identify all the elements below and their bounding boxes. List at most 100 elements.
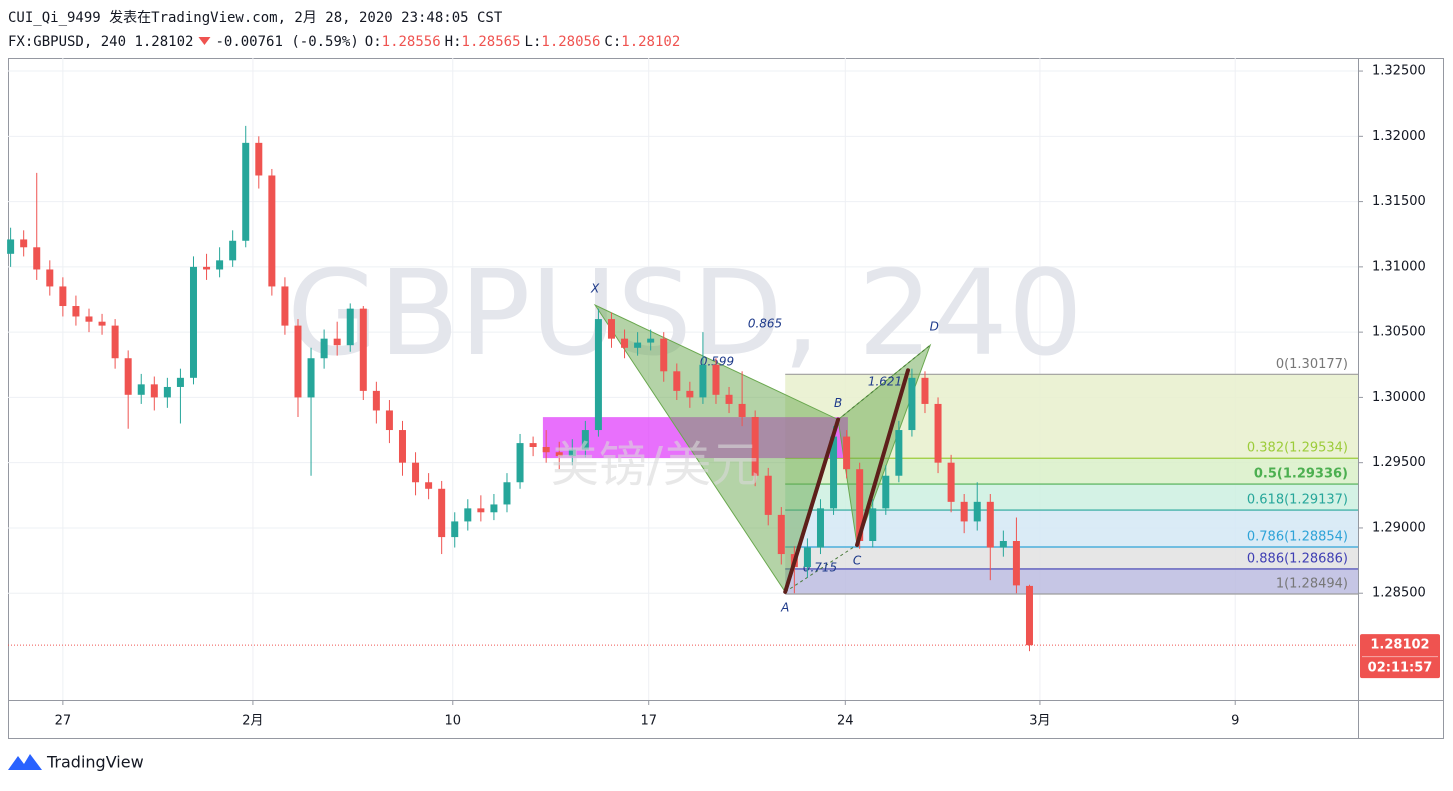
candle-body	[843, 436, 851, 470]
x-tick-label: 2月	[242, 714, 263, 729]
candle-body	[856, 469, 864, 542]
candle-body	[921, 377, 929, 404]
candle-body	[46, 269, 54, 287]
candle-body	[242, 142, 250, 241]
pattern-ratio: 0.715	[803, 561, 837, 575]
y-tick-label: 1.29500	[1372, 455, 1426, 470]
fib-band	[785, 510, 1358, 548]
ohlc-label: L:	[525, 34, 542, 50]
fib-label: 0.886(1.28686)	[1247, 551, 1348, 566]
last-price: 1.28102	[134, 34, 193, 50]
candle-body	[751, 416, 759, 476]
candle-body	[686, 390, 694, 398]
candle-body	[98, 321, 106, 326]
candle-body	[268, 175, 276, 287]
change-arrow	[198, 37, 211, 45]
candle-body	[216, 260, 224, 270]
fib-label: 0.382(1.29534)	[1247, 441, 1348, 456]
candle-body	[607, 319, 615, 339]
ohlc-label: O:	[365, 34, 382, 50]
change-pct: (-0.59%)	[291, 34, 358, 50]
trend-line	[783, 417, 841, 594]
candle-body	[281, 286, 289, 326]
brand: TradingView	[46, 753, 144, 772]
pattern-point-label: X	[590, 282, 600, 296]
candle-body	[673, 371, 681, 391]
candle-body	[1012, 541, 1020, 586]
ohlc-value: 1.28102	[621, 34, 680, 50]
pattern-ratio: 0.599	[700, 355, 734, 369]
candle-body	[908, 377, 916, 431]
candle-body	[947, 462, 955, 502]
candle-body	[111, 325, 119, 359]
candle-body	[163, 386, 171, 398]
y-tick-label: 1.28500	[1372, 586, 1426, 601]
candle-body	[712, 364, 720, 395]
candle-body	[124, 358, 132, 395]
candle-body	[621, 338, 629, 348]
candle-body	[59, 286, 67, 307]
fib-label: 0(1.30177)	[1276, 357, 1348, 372]
candle-body	[346, 308, 354, 346]
candle-body	[72, 306, 80, 317]
candle-body	[764, 475, 772, 515]
fib-band	[785, 568, 1358, 595]
last-price-label: 1.28102	[1370, 638, 1429, 653]
candle-body	[150, 384, 158, 398]
candle-body	[895, 430, 903, 476]
candle-body	[490, 504, 498, 513]
pattern-ratio: 0.865	[748, 317, 782, 331]
candle-body	[7, 239, 15, 254]
fib-label: 0.786(1.28854)	[1247, 530, 1348, 545]
candle-body	[398, 430, 406, 463]
fib-band	[785, 484, 1358, 511]
candle-body	[660, 338, 668, 372]
pattern-point-label: C	[853, 553, 862, 567]
y-tick-label: 1.30000	[1372, 390, 1426, 405]
candle-body	[137, 384, 145, 395]
candle-body	[581, 430, 589, 450]
x-tick-label: 9	[1231, 714, 1239, 729]
candle-body	[934, 403, 942, 463]
fib-band	[785, 547, 1358, 569]
countdown: 02:11:57	[1368, 661, 1433, 676]
symbol: FX:GBPUSD, 240	[8, 34, 126, 50]
candle-body	[725, 394, 733, 404]
y-tick-label: 1.32500	[1372, 64, 1426, 79]
candle-body	[1025, 585, 1033, 646]
candle-body	[320, 338, 328, 359]
pattern-point-label: A	[780, 600, 789, 614]
brand-logo	[8, 754, 42, 770]
candle-body	[255, 142, 263, 176]
candle-body	[189, 266, 197, 378]
candle-body	[830, 436, 838, 509]
candle-body	[529, 443, 537, 448]
pattern-point-label: D	[930, 320, 939, 334]
candle-body	[647, 338, 655, 343]
candle-body	[555, 452, 563, 457]
watermark-sub: 美镑/美元	[551, 437, 759, 493]
candle-body	[634, 342, 642, 348]
trend-line	[855, 368, 910, 547]
candle-body	[869, 508, 877, 542]
x-tick-label: 10	[445, 714, 462, 729]
y-tick-label: 1.29000	[1372, 520, 1426, 535]
y-tick-label: 1.32000	[1372, 129, 1426, 144]
candle-body	[986, 501, 994, 548]
candle-body	[516, 443, 524, 483]
candle-body	[594, 319, 602, 431]
candle-body	[816, 508, 824, 548]
candle-body	[503, 482, 511, 505]
pattern-point-label: B	[834, 396, 842, 410]
ohlc-value: 1.28556	[382, 34, 441, 50]
candle-body	[294, 325, 302, 398]
change: -0.00761	[215, 34, 282, 50]
x-tick-label: 17	[640, 714, 657, 729]
candle-body	[699, 364, 707, 398]
candle-body	[425, 482, 433, 489]
symbol-line: FX:GBPUSD, 240 1.28102 -0.00761 (-0.59%) O…	[8, 34, 680, 50]
candle-body	[229, 240, 237, 261]
candle-body	[477, 508, 485, 513]
fib-label: 0.5(1.29336)	[1254, 467, 1348, 482]
candles	[7, 125, 1033, 652]
